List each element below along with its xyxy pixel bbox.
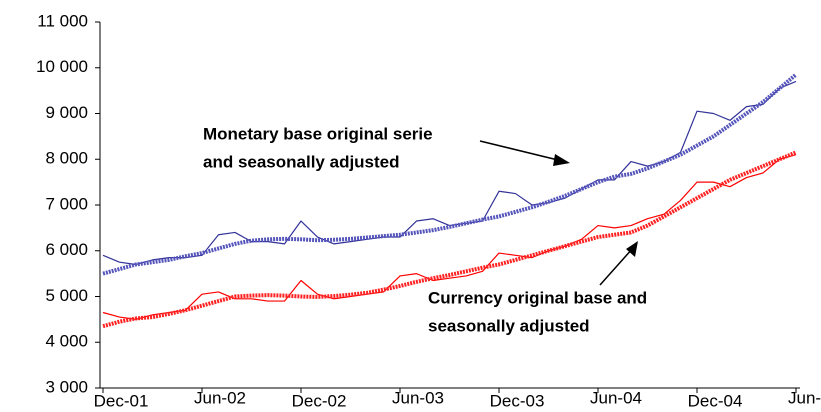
y-tick-label: 10 000 <box>36 57 88 76</box>
y-tick-label: 4 000 <box>45 332 88 351</box>
x-tick-label: Dec-04 <box>688 391 743 410</box>
x-tick-label: Dec-01 <box>94 391 149 410</box>
arrow <box>599 247 634 286</box>
x-tick-label: Jun-05 <box>788 388 821 407</box>
y-tick-label: 7 000 <box>45 194 88 213</box>
y-tick-label: 9 000 <box>45 103 88 122</box>
x-tick-label: Dec-02 <box>292 391 347 410</box>
y-tick-label: 6 000 <box>45 240 88 259</box>
x-tick-label: Dec-03 <box>490 391 545 410</box>
y-tick-label: 5 000 <box>45 286 88 305</box>
annotation: seasonally adjusted <box>428 316 590 335</box>
annotation: Currency original base and <box>428 288 647 307</box>
annotation: and seasonally adjusted <box>203 152 400 171</box>
y-tick-label: 11 000 <box>37 11 88 30</box>
y-tick-label: 8 000 <box>45 149 88 168</box>
y-tick-label: 3 000 <box>45 377 88 396</box>
series-line <box>102 150 797 329</box>
annotation: Monetary base original serie <box>203 124 433 143</box>
series-line <box>102 80 797 266</box>
x-tick-label: Jun-02 <box>194 388 246 407</box>
x-tick-label: Jun-04 <box>590 388 642 407</box>
arrow <box>479 140 563 162</box>
series-line <box>102 73 798 276</box>
x-tick-label: Jun-03 <box>392 388 444 407</box>
arrow-head <box>553 154 570 166</box>
arrow-head <box>626 241 638 257</box>
series-line <box>102 154 797 320</box>
